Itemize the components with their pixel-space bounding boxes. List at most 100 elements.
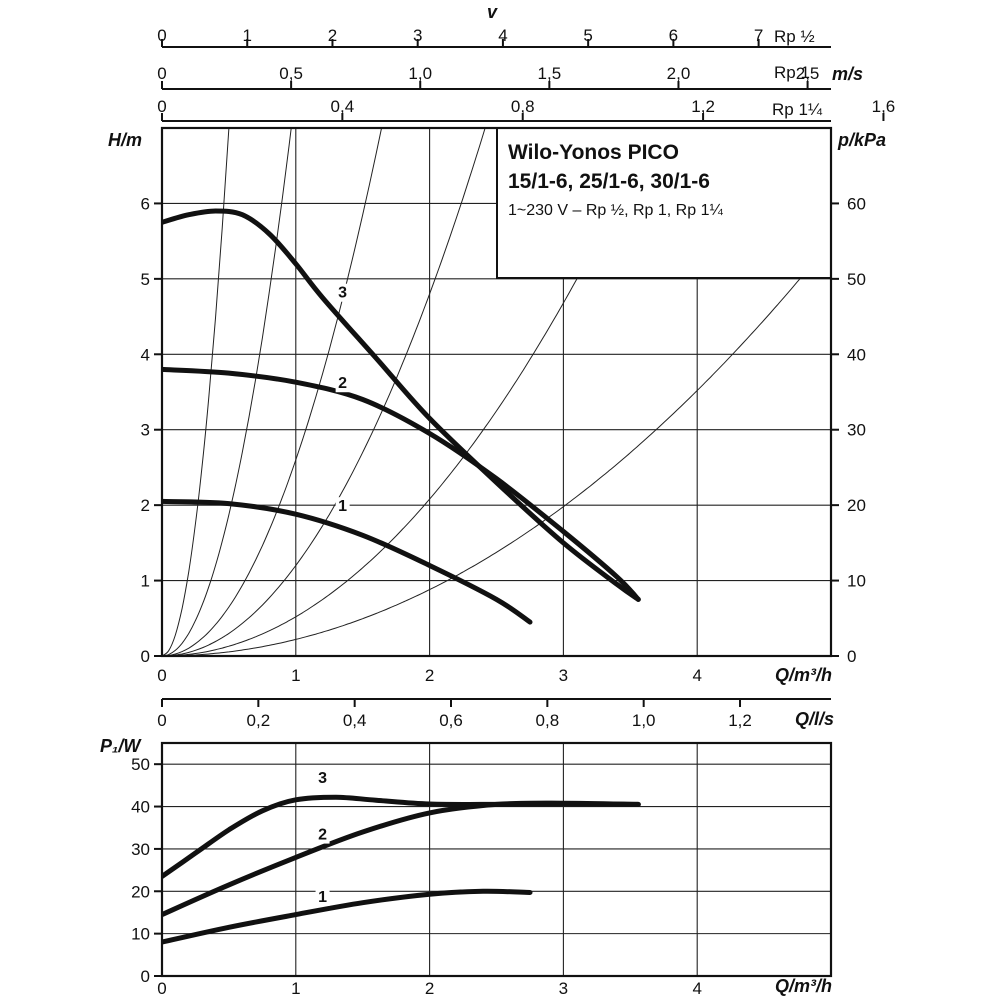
head-curve-3: [162, 208, 641, 602]
head-y-tick-label: 2: [141, 496, 150, 515]
velocity-axis-rp-1-name: Rp 1: [774, 63, 810, 82]
velocity-tick-label: 5: [583, 26, 592, 45]
power-chart-frame: [160, 741, 833, 978]
power-y-tick-label: 30: [131, 840, 150, 859]
pressure-tick-label: 30: [847, 421, 866, 440]
flow-ls-tick-label: 0,2: [247, 711, 271, 730]
system-curve: [162, 128, 230, 656]
pressure-tick-label: 50: [847, 270, 866, 289]
power-x-tick-label: 0: [157, 979, 166, 998]
head-curve-label-bg: [335, 283, 350, 302]
power-x-tick-label: 4: [692, 979, 701, 998]
legend-box: Wilo-Yonos PICO 15/1-6, 25/1-6, 30/1-6 1…: [496, 127, 832, 279]
power-y-tick-label: 20: [131, 882, 150, 901]
flow-ls-axis: Q/l/s 0 0,2 0,4 0,6 0,8 1,0 1,2: [157, 698, 834, 730]
velocity-axis-rp-half-name: Rp ½: [774, 27, 815, 46]
power-x-tick-label: 2: [425, 979, 434, 998]
velocity-axis-unit: m/s: [832, 64, 863, 84]
velocity-tick-label: 1: [242, 26, 251, 45]
pressure-tick-label: 40: [847, 345, 866, 364]
flow-ls-tick-label: 0,8: [536, 711, 560, 730]
velocity-tick-label: 2: [328, 26, 337, 45]
velocity-tick-label: 7: [754, 26, 763, 45]
head-curve-label-2: 2: [338, 375, 347, 392]
pressure-axis-label: p/kPa: [837, 130, 886, 150]
flow-ls-tick-label: 0,4: [343, 711, 367, 730]
power-y-tick-label: 50: [131, 755, 150, 774]
head-x-tick-label: 3: [559, 666, 568, 685]
velocity-tick-label: 1,6: [872, 97, 896, 116]
velocity-tick-label: 4: [498, 26, 507, 45]
head-curve-label-bg: [335, 497, 350, 516]
head-x-tick-label: 4: [692, 666, 701, 685]
chart-title: Wilo-Yonos PICO: [508, 141, 679, 164]
power-curve-label-bg: [315, 769, 330, 788]
velocity-tick-label: 6: [669, 26, 678, 45]
velocity-tick-label: 2,5: [796, 64, 820, 83]
head-x-tick-label: 0: [157, 666, 166, 685]
pressure-tick-label: 0: [847, 647, 856, 666]
velocity-tick-label: 1,0: [408, 64, 432, 83]
head-curves: 1 2 3: [162, 208, 641, 625]
head-curve-2: [162, 366, 641, 602]
power-curve-label-1: 1: [318, 889, 327, 906]
power-axis-label: P₁/W: [100, 736, 142, 756]
system-curve: [162, 240, 831, 656]
power-y-tick-label: 0: [141, 967, 150, 986]
head-curve-label-bg: [335, 374, 350, 393]
pressure-tick-label: 60: [847, 194, 866, 213]
velocity-axis-rp-1-1-4-name: Rp 1¼: [772, 100, 823, 119]
velocity-tick-label: 0: [157, 64, 166, 83]
head-chart-frame: [160, 126, 833, 658]
velocity-tick-label: 0,4: [331, 97, 355, 116]
power-y-tick-label: 40: [131, 798, 150, 817]
head-curve-label-3: 3: [338, 285, 347, 302]
power-x-tick-label: 1: [291, 979, 300, 998]
chart-note: 1~230 V – Rp ½, Rp 1, Rp 1¼: [508, 202, 723, 219]
power-curve-label-3: 3: [318, 770, 327, 787]
flow-ls-tick-label: 0,6: [439, 711, 463, 730]
velocity-tick-label: 1,5: [538, 64, 562, 83]
flow-ls-tick-label: 0: [157, 711, 166, 730]
power-chart-grid: [162, 743, 831, 976]
legend-box-frame: [496, 127, 832, 279]
head-axis-label: H/m: [108, 130, 142, 150]
head-y-tick-label: 4: [141, 345, 150, 364]
head-y-tick-label: 0: [141, 647, 150, 666]
velocity-tick-label: 2,0: [667, 64, 691, 83]
velocity-tick-label: 0: [157, 97, 166, 116]
head-y-tick-label: 3: [141, 421, 150, 440]
system-curve: [162, 128, 292, 656]
velocity-axis-label: v: [487, 2, 498, 22]
velocity-axis-rp-half: Rp ½ 0 1 2 3 4 5 6 7: [157, 26, 831, 48]
head-curve-1: [162, 498, 533, 625]
chart-subtitle: 15/1-6, 25/1-6, 30/1-6: [508, 170, 710, 193]
head-y-tick-label: 1: [141, 572, 150, 591]
system-curves: [162, 128, 831, 656]
flow-ls-tick-label: 1,0: [632, 711, 656, 730]
head-x-tick-label: 2: [425, 666, 434, 685]
flow-ls-tick-label: 1,2: [728, 711, 752, 730]
velocity-tick-label: 0,8: [511, 97, 535, 116]
power-y-tick-label: 10: [131, 925, 150, 944]
pressure-tick-label: 20: [847, 496, 866, 515]
top-flow-axis-label: Q/m³/h: [775, 665, 832, 685]
power-curve-1: [162, 888, 533, 945]
velocity-axis-rp-1-1-4: Rp 1¼ 0 0,4 0,8 1,2 1,6: [157, 97, 896, 122]
system-curve: [162, 128, 383, 656]
bottom-flow-axis-label: Q/m³/h: [775, 976, 832, 996]
head-curve-label-1: 1: [338, 498, 347, 515]
pressure-tick-label: 10: [847, 572, 866, 591]
velocity-axis-rp-1: Rp 1 0 0,5 1,0 1,5 2,0 2,5: [157, 63, 831, 90]
power-curves: 1 2 3: [162, 769, 641, 945]
head-y-tick-label: 5: [141, 270, 150, 289]
power-x-tick-label: 3: [559, 979, 568, 998]
power-curve-label-bg: [315, 887, 330, 906]
head-x-tick-label: 1: [291, 666, 300, 685]
velocity-tick-label: 1,2: [691, 97, 715, 116]
power-curve-3: [162, 794, 641, 879]
power-curve-label-2: 2: [318, 827, 327, 844]
